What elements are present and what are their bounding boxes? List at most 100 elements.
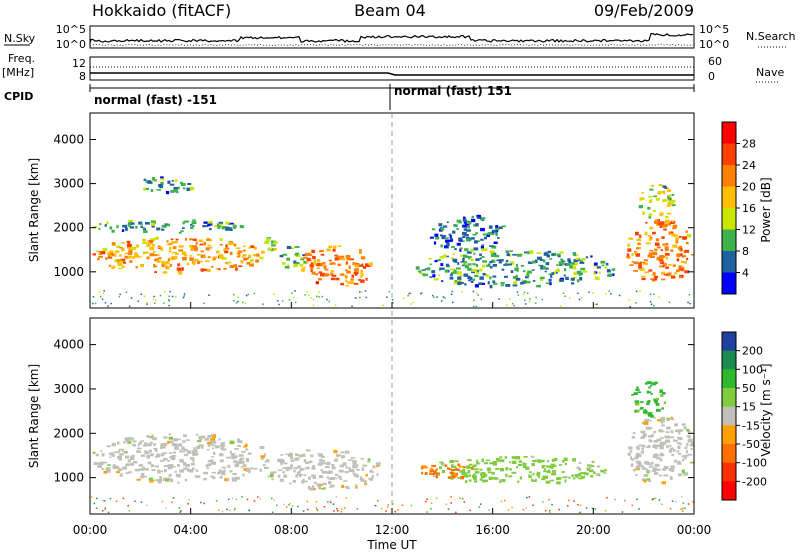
heatmap-cell [457,276,462,280]
heatmap-cell [97,258,100,261]
heatmap-cell [488,225,493,229]
heatmap-cell [580,267,586,271]
heatmap-cell [194,258,199,262]
heatmap-cell [470,467,474,471]
heatmap-cell [635,454,640,458]
heatmap-cell [200,255,205,258]
heatmap-cell [342,462,347,466]
heatmap-cell [364,482,368,486]
heatmap-cell [476,271,479,274]
heatmap-cell [136,478,141,481]
heatmap-cell [145,504,148,507]
heatmap-cell [686,234,692,238]
heatmap-cell [664,223,668,227]
heatmap-cell [209,459,214,463]
y-tick-label: 3000 [53,382,84,396]
heatmap-cell [225,247,230,250]
heatmap-cell [301,480,305,484]
heatmap-cell [371,474,374,479]
heatmap-cell [640,401,644,404]
heatmap-cell [230,453,236,456]
heatmap-cell [663,474,669,477]
heatmap-cell [689,302,691,305]
heatmap-cell [159,476,162,479]
heatmap-cell [542,475,546,479]
heatmap-cell [122,224,127,228]
heatmap-cell [492,462,498,466]
heatmap-cell [468,479,472,482]
heatmap-cell [218,268,221,271]
heatmap-cell [551,253,555,256]
nsky-tick-top: 10^5 [56,23,86,36]
heatmap-cell [410,303,412,305]
heatmap-cell [646,381,651,383]
heatmap-cell [464,265,469,269]
heatmap-cell [430,467,433,471]
heatmap-cell [640,275,646,278]
heatmap-cell [153,265,158,268]
heatmap-cell [264,453,266,457]
heatmap-cell [208,294,210,296]
heatmap-cell [591,507,594,510]
heatmap-cell [531,480,537,482]
heatmap-cell [330,277,336,281]
heatmap-cell [262,464,266,467]
heatmap-cell [517,294,520,296]
heatmap-cell [369,469,373,473]
nsky-panel: N.Sky 10^5 10^0 10^5 10^0 N.Search [4,23,796,51]
heatmap-cell [318,485,321,490]
heatmap-cell [692,501,694,503]
heatmap-cell [165,265,169,269]
heatmap-cell [532,260,536,264]
heatmap-cell [681,469,685,474]
heatmap-cell [578,477,583,480]
heatmap-cell [345,275,348,279]
heatmap-cell [488,467,492,470]
heatmap-cell [541,478,546,481]
heatmap-cell [510,270,514,273]
heatmap-cell [308,487,313,491]
heatmap-cell [460,475,464,480]
heatmap-cell [99,223,102,226]
heatmap-cell [199,243,204,246]
heatmap-cell [139,476,145,479]
heatmap-cell [651,433,654,437]
heatmap-cell [361,263,364,267]
heatmap-cell [580,475,585,479]
heatmap-cell [99,461,104,466]
heatmap-cell [455,472,458,476]
heatmap-cell [646,478,651,481]
heatmap-cell [368,263,373,266]
heatmap-cell [687,301,689,304]
heatmap-cell [118,468,123,472]
heatmap-cell [410,504,413,507]
heatmap-cell [114,451,119,454]
heatmap-cell [191,221,197,224]
heatmap-cell [473,247,479,251]
heatmap-cell [509,468,512,471]
heatmap-cell [518,460,523,463]
heatmap-cell [658,429,663,433]
heatmap-cell [102,292,105,295]
heatmap-cell [271,497,273,500]
colorbar-tick-label: -50 [742,438,760,451]
heatmap-cell [634,251,638,254]
heatmap-cell [153,254,158,257]
heatmap-cell [681,260,684,263]
heatmap-cell [572,276,577,279]
heatmap-cell [169,478,174,483]
heatmap-cell [203,221,208,224]
heatmap-cell [527,261,532,264]
heatmap-cell [229,251,233,256]
heatmap-cell [666,256,669,260]
heatmap-cell [173,255,178,260]
heatmap-cell [203,502,205,505]
heatmap-cell [517,463,523,466]
heatmap-cell [213,434,217,438]
heatmap-cell [638,205,643,209]
heatmap-cell [170,238,174,241]
heatmap-cell [359,291,361,293]
heatmap-cell [470,258,474,262]
heatmap-cell [654,242,660,246]
heatmap-cell [579,261,585,264]
